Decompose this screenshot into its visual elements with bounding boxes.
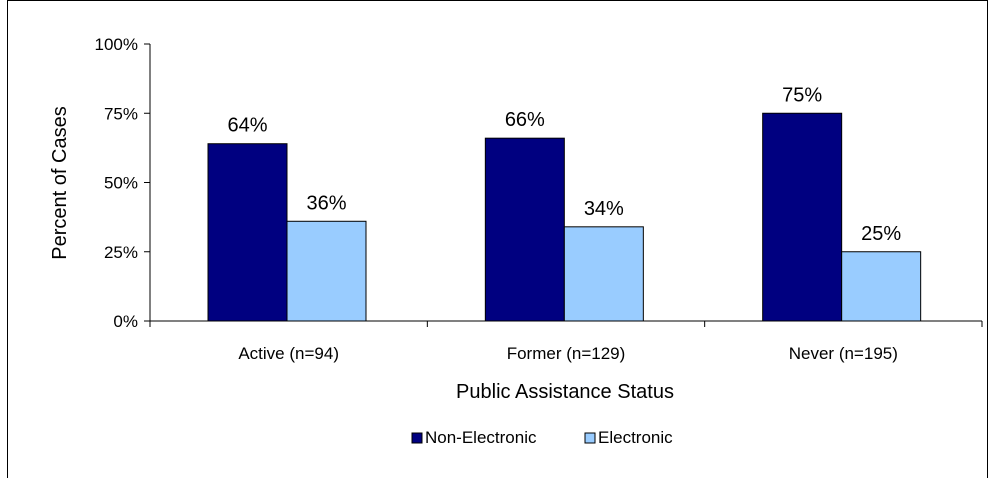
bar-non-electronic [762,112,843,322]
legend-label-non-electronic: Non-Electronic [425,428,537,447]
x-tick-label: Active (n=94) [238,344,339,363]
legend: Non-Electronic Electronic [411,428,673,447]
chart-axes: 0% 25% 50% 75% 100% Active (n=94) Former (n=12… [95,35,983,363]
x-tick-label: Never (n=195) [789,344,898,363]
data-label: 64% [227,115,267,137]
y-tick-label: 50% [104,174,138,193]
data-label: 66% [505,109,545,131]
bar-electronic [286,220,367,322]
legend-label-electronic: Electronic [598,428,673,447]
bar-non-electronic [484,137,565,322]
bar-electronic [841,251,922,322]
y-tick-label: 25% [104,243,138,262]
y-tick-label: 75% [104,104,138,123]
x-tick-label: Former (n=129) [507,344,626,363]
chart-labels: 64% 66% 75% 36% 34% 25% [227,84,901,245]
y-tick-label: 0% [113,312,138,331]
chart-frame [7,0,988,478]
data-label: 34% [584,198,624,220]
y-axis-title: Percent of Cases [49,106,71,259]
legend-swatch-non-electronic [411,432,423,444]
bar-electronic [563,226,644,322]
y-tick-label: 100% [95,35,138,54]
bar-non-electronic [207,143,288,322]
chart-bars [207,112,922,322]
data-label: 25% [861,223,901,245]
data-label: 36% [306,192,346,214]
data-label: 75% [782,84,822,106]
legend-swatch-electronic [584,432,596,444]
x-axis-title: Public Assistance Status [456,381,674,403]
